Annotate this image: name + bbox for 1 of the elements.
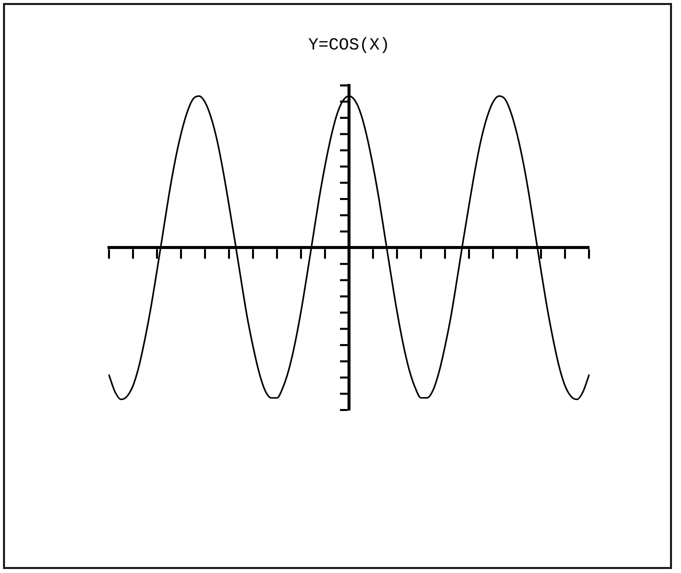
chart-title: Y=COS(X) <box>308 36 390 56</box>
